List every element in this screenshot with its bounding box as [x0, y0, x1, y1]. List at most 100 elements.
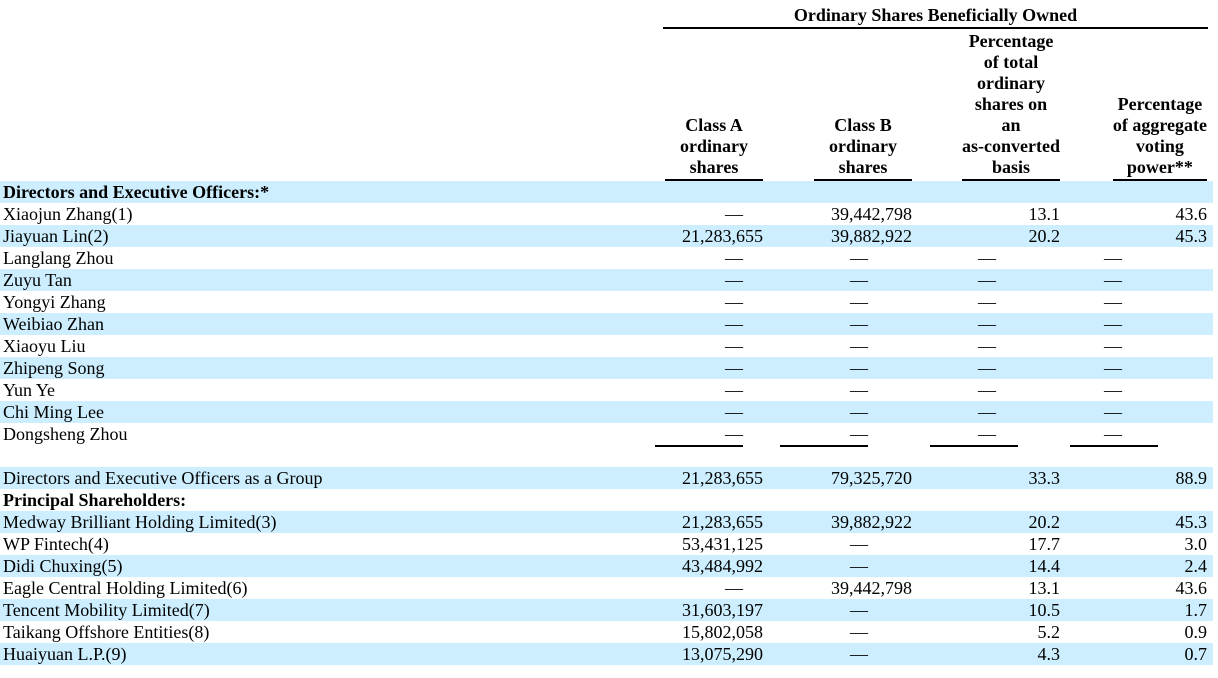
- cell-class-a-shares: [655, 489, 775, 511]
- cell-class-a-shares: —: [655, 269, 775, 291]
- cell-pct-as-converted: —: [930, 269, 1070, 291]
- cell-pct-as-converted: [930, 181, 1070, 203]
- row-label: Langlang Zhou: [3, 248, 114, 268]
- cell-pct-voting-power: 45.3: [1070, 511, 1213, 533]
- cell-class-b-shares: 39,882,922: [775, 511, 930, 533]
- table-row: Dongsheng Zhou — — — —: [0, 423, 1213, 445]
- cell-pct-voting-power: 0.9: [1184, 622, 1208, 642]
- row-label: Taikang Offshore Entities(8): [3, 622, 210, 642]
- total-rule-empty-cell: [0, 445, 655, 453]
- cell-class-b-shares: —: [850, 336, 868, 356]
- cell-class-a-shares: —: [725, 248, 743, 268]
- cell-class-a-shares: —: [655, 401, 775, 423]
- cell-class-b-shares: —: [850, 292, 868, 312]
- cell-pct-voting-power: 1.7: [1070, 599, 1213, 621]
- cell-pct-voting-power: [1070, 181, 1213, 203]
- beneficial-ownership-table: Ordinary Shares Beneficially Owned Class…: [0, 4, 1213, 665]
- col-header-class-b-text: Class B ordinary shares: [814, 115, 912, 181]
- cell-pct-as-converted: 13.1: [1028, 578, 1061, 598]
- cell-pct-voting-power: —: [1070, 269, 1213, 291]
- table-row: Taikang Offshore Entities(8) 15,802,058 …: [0, 621, 1213, 643]
- col-header-class-a-text: Class A ordinary shares: [665, 115, 763, 181]
- row-label: Zuyu Tan: [0, 269, 655, 291]
- cell-class-b-shares: 39,442,798: [831, 204, 912, 224]
- spanner-row-empty-cell: [0, 4, 655, 29]
- cell-pct-voting-power: —: [1104, 380, 1122, 400]
- cell-class-b-shares: —: [850, 534, 868, 554]
- cell-pct-as-converted: 10.5: [930, 599, 1070, 621]
- total-rule-pct-voting-power: [1070, 445, 1158, 447]
- table-row: Directors and Executive Officers as a Gr…: [0, 467, 1213, 489]
- table-row: Medway Brilliant Holding Limited(3) 21,2…: [0, 511, 1213, 533]
- cell-pct-as-converted: 5.2: [1037, 622, 1061, 642]
- cell-pct-as-converted: —: [978, 380, 996, 400]
- row-label: Chi Ming Lee: [0, 401, 655, 423]
- spacer-cell: [0, 453, 1213, 467]
- cell-pct-as-converted: —: [978, 248, 996, 268]
- row-label: Yun Ye: [3, 380, 56, 400]
- cell-class-b-shares: —: [850, 248, 868, 268]
- cell-pct-as-converted: 14.4: [930, 555, 1070, 577]
- cell-class-a-shares: 43,484,992: [655, 555, 775, 577]
- table-row: Yongyi Zhang — — — —: [0, 291, 1213, 313]
- table-row: Principal Shareholders:: [0, 489, 1213, 511]
- cell-pct-as-converted: —: [930, 313, 1070, 335]
- row-label: Didi Chuxing(5): [0, 555, 655, 577]
- cell-class-b-shares: —: [775, 313, 930, 335]
- cell-pct-as-converted: —: [930, 401, 1070, 423]
- cell-pct-voting-power: —: [1070, 357, 1213, 379]
- row-label: Zhipeng Song: [0, 357, 655, 379]
- total-rule-class-b: [780, 445, 868, 447]
- row-label: Xiaojun Zhang(1): [3, 204, 133, 224]
- cell-class-b-shares: —: [775, 555, 930, 577]
- cell-class-b-shares: [775, 181, 930, 203]
- cell-pct-voting-power: 2.4: [1070, 555, 1213, 577]
- row-label: Weibiao Zhan: [0, 313, 655, 335]
- cell-pct-voting-power: —: [1104, 292, 1122, 312]
- table-row: Eagle Central Holding Limited(6) — 39,44…: [0, 577, 1213, 599]
- row-label: Directors and Executive Officers:*: [0, 181, 655, 203]
- cell-class-a-shares: 13,075,290: [655, 643, 775, 665]
- cell-pct-voting-power: —: [1104, 336, 1122, 356]
- total-rule-class-a: [655, 445, 743, 447]
- table-row: Directors and Executive Officers:*: [0, 181, 1213, 203]
- cell-pct-voting-power: —: [1070, 401, 1213, 423]
- cell-class-b-shares: 79,325,720: [775, 467, 930, 489]
- cell-class-a-shares: 21,283,655: [655, 225, 775, 247]
- cell-class-b-shares: 39,882,922: [775, 225, 930, 247]
- cell-pct-as-converted: 20.2: [930, 511, 1070, 533]
- row-label: Dongsheng Zhou: [3, 424, 128, 444]
- cell-pct-as-converted: —: [978, 292, 996, 312]
- row-label: Tencent Mobility Limited(7): [0, 599, 655, 621]
- cell-class-a-shares: —: [655, 357, 775, 379]
- row-label: Directors and Executive Officers as a Gr…: [0, 467, 655, 489]
- col-header-pct-as-converted-text: Percentage of total ordinary shares on a…: [962, 31, 1060, 181]
- cell-class-a-shares: 15,802,058: [682, 622, 763, 642]
- cell-pct-voting-power: —: [1070, 313, 1213, 335]
- row-label: WP Fintech(4): [3, 534, 109, 554]
- table-row: WP Fintech(4) 53,431,125 — 17.7 3.0: [0, 533, 1213, 555]
- cell-pct-voting-power: 0.7: [1070, 643, 1213, 665]
- cell-class-b-shares: 39,442,798: [831, 578, 912, 598]
- cell-pct-voting-power: 3.0: [1184, 534, 1208, 554]
- cell-class-b-shares: —: [850, 380, 868, 400]
- row-label: Huaiyuan L.P.(9): [0, 643, 655, 665]
- cell-class-a-shares: 31,603,197: [655, 599, 775, 621]
- cell-class-b-shares: —: [775, 643, 930, 665]
- row-label: Jiayuan Lin(2): [0, 225, 655, 247]
- total-rule-pct-as-converted: [930, 445, 1018, 447]
- cell-pct-voting-power: 43.6: [1175, 204, 1208, 224]
- cell-class-a-shares: 21,283,655: [655, 511, 775, 533]
- col-header-class-a-shares: Class A ordinary shares: [655, 29, 775, 181]
- cell-class-a-shares: —: [725, 424, 743, 444]
- cell-pct-voting-power: 43.6: [1175, 578, 1208, 598]
- cell-class-a-shares: —: [725, 380, 743, 400]
- cell-class-b-shares: —: [775, 357, 930, 379]
- cell-class-b-shares: [775, 489, 930, 511]
- col-header-class-b-shares: Class B ordinary shares: [775, 29, 930, 181]
- cell-class-a-shares: —: [725, 204, 743, 224]
- table-row: Tencent Mobility Limited(7) 31,603,197 —…: [0, 599, 1213, 621]
- table-body: Directors and Executive Officers:* Xiaoj…: [0, 181, 1213, 665]
- spanner-header: Ordinary Shares Beneficially Owned: [663, 4, 1208, 29]
- cell-class-a-shares: —: [725, 336, 743, 356]
